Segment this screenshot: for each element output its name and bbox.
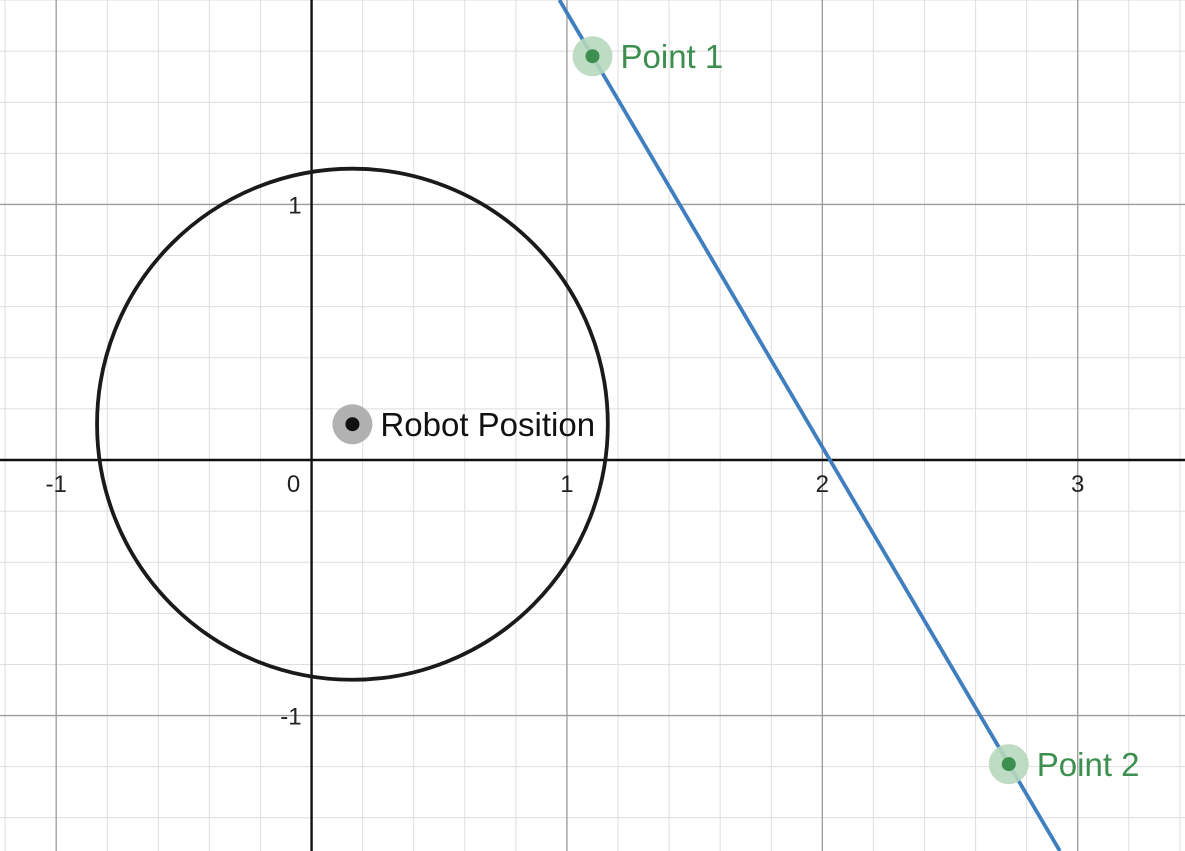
point-2-point[interactable]: [1001, 757, 1016, 772]
robot-position-label: Robot Position: [380, 406, 595, 443]
tick-labels: -1 0 1 2 3 1 -1: [46, 192, 1085, 730]
x-tick-label: 1: [560, 471, 573, 498]
x-tick-label: -1: [46, 471, 67, 498]
point-2-label: Point 2: [1037, 746, 1140, 783]
curves: [95, 0, 1062, 851]
points: Point 1 Point 2 Robot Position: [332, 36, 1140, 785]
point-1-label: Point 1: [621, 38, 724, 75]
x-tick-label: 2: [816, 471, 829, 498]
circle-curve: [95, 166, 610, 682]
robot-position-point[interactable]: [345, 417, 360, 432]
y-tick-label: 1: [288, 192, 301, 219]
x-tick-label: 3: [1071, 471, 1084, 498]
x-tick-label: 0: [287, 471, 300, 498]
line-curve: [557, 0, 1062, 851]
y-tick-label: -1: [280, 704, 301, 731]
point-1-point[interactable]: [585, 49, 600, 64]
